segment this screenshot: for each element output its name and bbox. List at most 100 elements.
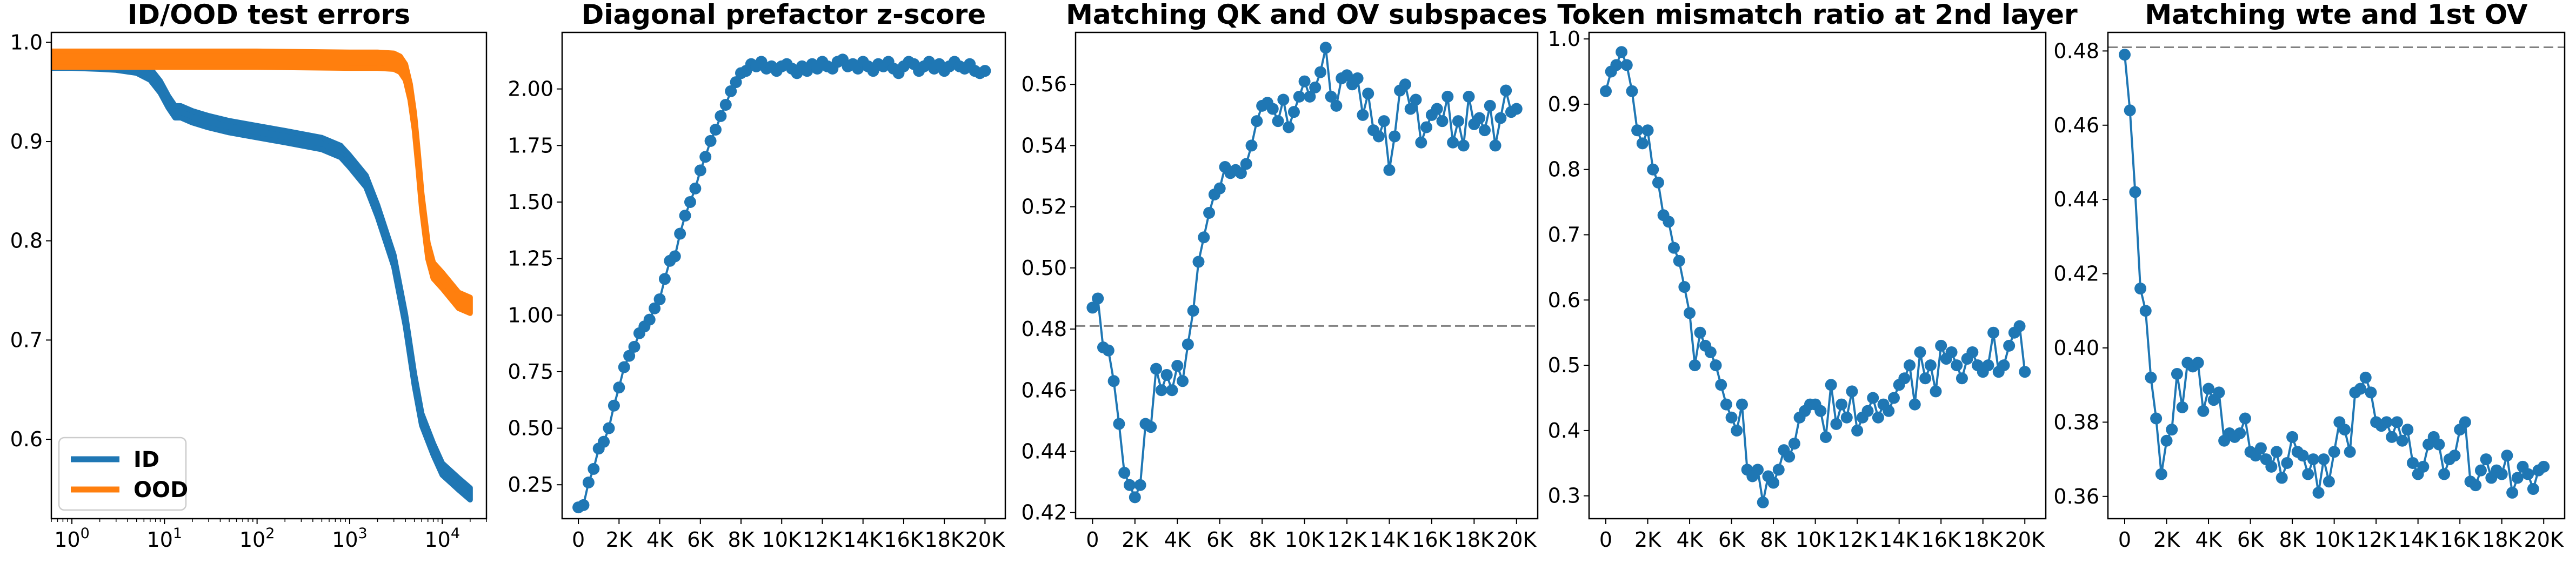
y-tick-label: 0.42	[2053, 262, 2099, 286]
data-point	[1399, 78, 1411, 91]
data-point	[1600, 85, 1612, 97]
data-point	[2003, 339, 2016, 352]
chart-panel-2: Diagonal prefactor z-score 0.25 0.50 0.75 1.…	[508, 0, 1006, 552]
data-point	[1652, 176, 1664, 189]
data-point	[1484, 99, 1496, 112]
data-point	[725, 85, 737, 97]
data-point	[1641, 124, 1654, 137]
y-tick-label: 0.44	[1021, 439, 1067, 463]
y-tick-label: 0.48	[2053, 39, 2099, 63]
data-point	[1667, 242, 1680, 254]
data-point	[1684, 307, 1696, 319]
data-point	[1867, 392, 1879, 404]
x-tick-label: 18K	[1454, 528, 1494, 552]
series-line	[1605, 49, 2026, 503]
data-point	[2495, 468, 2508, 480]
data-point	[2213, 386, 2225, 399]
data-point	[1192, 256, 1205, 268]
y-tick-label: 1.25	[508, 247, 553, 271]
data-point	[2459, 416, 2471, 428]
data-point	[1478, 124, 1491, 137]
data-point	[1987, 326, 2000, 339]
x-tick-label: 10K	[1796, 528, 1836, 552]
data-point	[2396, 434, 2408, 447]
data-point	[2448, 450, 2461, 462]
data-point	[1277, 93, 1290, 106]
y-tick-label: 0.4	[1548, 419, 1580, 442]
x-tick-label: 12K	[1327, 528, 1367, 552]
x-tick-label: 101	[147, 525, 183, 552]
data-point	[1836, 398, 1848, 411]
data-point	[1314, 66, 1326, 78]
x-tick-label: 12K	[2357, 528, 2397, 552]
data-point	[2013, 320, 2026, 332]
data-point	[1118, 467, 1131, 479]
data-point	[2522, 468, 2534, 480]
data-point	[2254, 442, 2267, 454]
data-point	[2501, 450, 2513, 462]
x-tick-label: 10K	[2314, 528, 2354, 552]
y-tick-label: 1.0	[10, 30, 43, 54]
data-point	[1945, 346, 1958, 358]
data-point	[2527, 483, 2539, 495]
data-point	[1245, 139, 1258, 152]
y-tick-label: 2.00	[508, 77, 553, 101]
y-tick-label: 0.48	[1021, 317, 1067, 341]
y-tick-label: 0.9	[10, 130, 43, 153]
x-tick-label: 18K	[2482, 528, 2522, 552]
x-tick-label: 4K	[1164, 528, 1191, 552]
data-point	[1129, 491, 1141, 504]
data-point	[623, 350, 636, 362]
y-tick-label: 0.25	[508, 473, 553, 497]
y-tick-label: 0.40	[2053, 336, 2099, 360]
x-tick-label: 16K	[2440, 528, 2480, 552]
y-tick-label: 1.00	[508, 303, 553, 327]
data-point	[2197, 405, 2210, 417]
data-point	[1457, 139, 1470, 152]
x-tick-label: 0	[2118, 528, 2131, 552]
data-point	[608, 399, 620, 412]
data-point	[588, 462, 600, 475]
data-point	[679, 210, 691, 222]
data-point	[1213, 182, 1226, 195]
data-point	[649, 302, 661, 314]
data-point	[1240, 158, 1252, 170]
data-point	[1473, 112, 1486, 124]
y-tick-label: 0.36	[2053, 485, 2099, 508]
legend-label-id: ID	[134, 447, 159, 472]
data-point	[1694, 326, 1706, 339]
data-point	[628, 340, 640, 353]
data-point	[1851, 424, 1864, 437]
x-tick-label: 2K	[1122, 528, 1149, 552]
y-tick-label: 1.50	[508, 190, 553, 214]
data-point	[1966, 346, 1979, 358]
y-tick-label: 0.46	[2053, 113, 2099, 137]
data-point	[1150, 363, 1163, 375]
data-point	[2176, 401, 2188, 413]
data-point	[2312, 486, 2325, 499]
y-tick-label: 0.9	[1548, 92, 1580, 116]
x-tick-label: 0	[572, 528, 585, 552]
data-point	[1610, 59, 1623, 71]
data-point	[2302, 468, 2314, 480]
y-tick-label: 0.50	[1021, 256, 1067, 280]
data-point	[1086, 301, 1099, 314]
data-point	[2438, 468, 2451, 480]
x-tick-label: 2K	[1634, 528, 1661, 552]
data-point	[618, 361, 630, 373]
x-tick-label: 18K	[1963, 528, 2003, 552]
data-point	[653, 293, 666, 305]
data-point	[1266, 103, 1279, 115]
data-point	[1283, 121, 1295, 133]
data-point	[1678, 281, 1691, 293]
data-point	[2275, 472, 2288, 484]
data-point	[1715, 379, 1727, 391]
data-point	[1341, 69, 1353, 82]
data-point	[1914, 346, 1926, 358]
x-tick-label: 104	[424, 525, 460, 552]
data-point	[2344, 446, 2356, 458]
data-point	[2203, 383, 2215, 395]
data-point	[1203, 206, 1216, 219]
data-point	[2386, 431, 2398, 443]
data-point	[1626, 85, 1638, 97]
